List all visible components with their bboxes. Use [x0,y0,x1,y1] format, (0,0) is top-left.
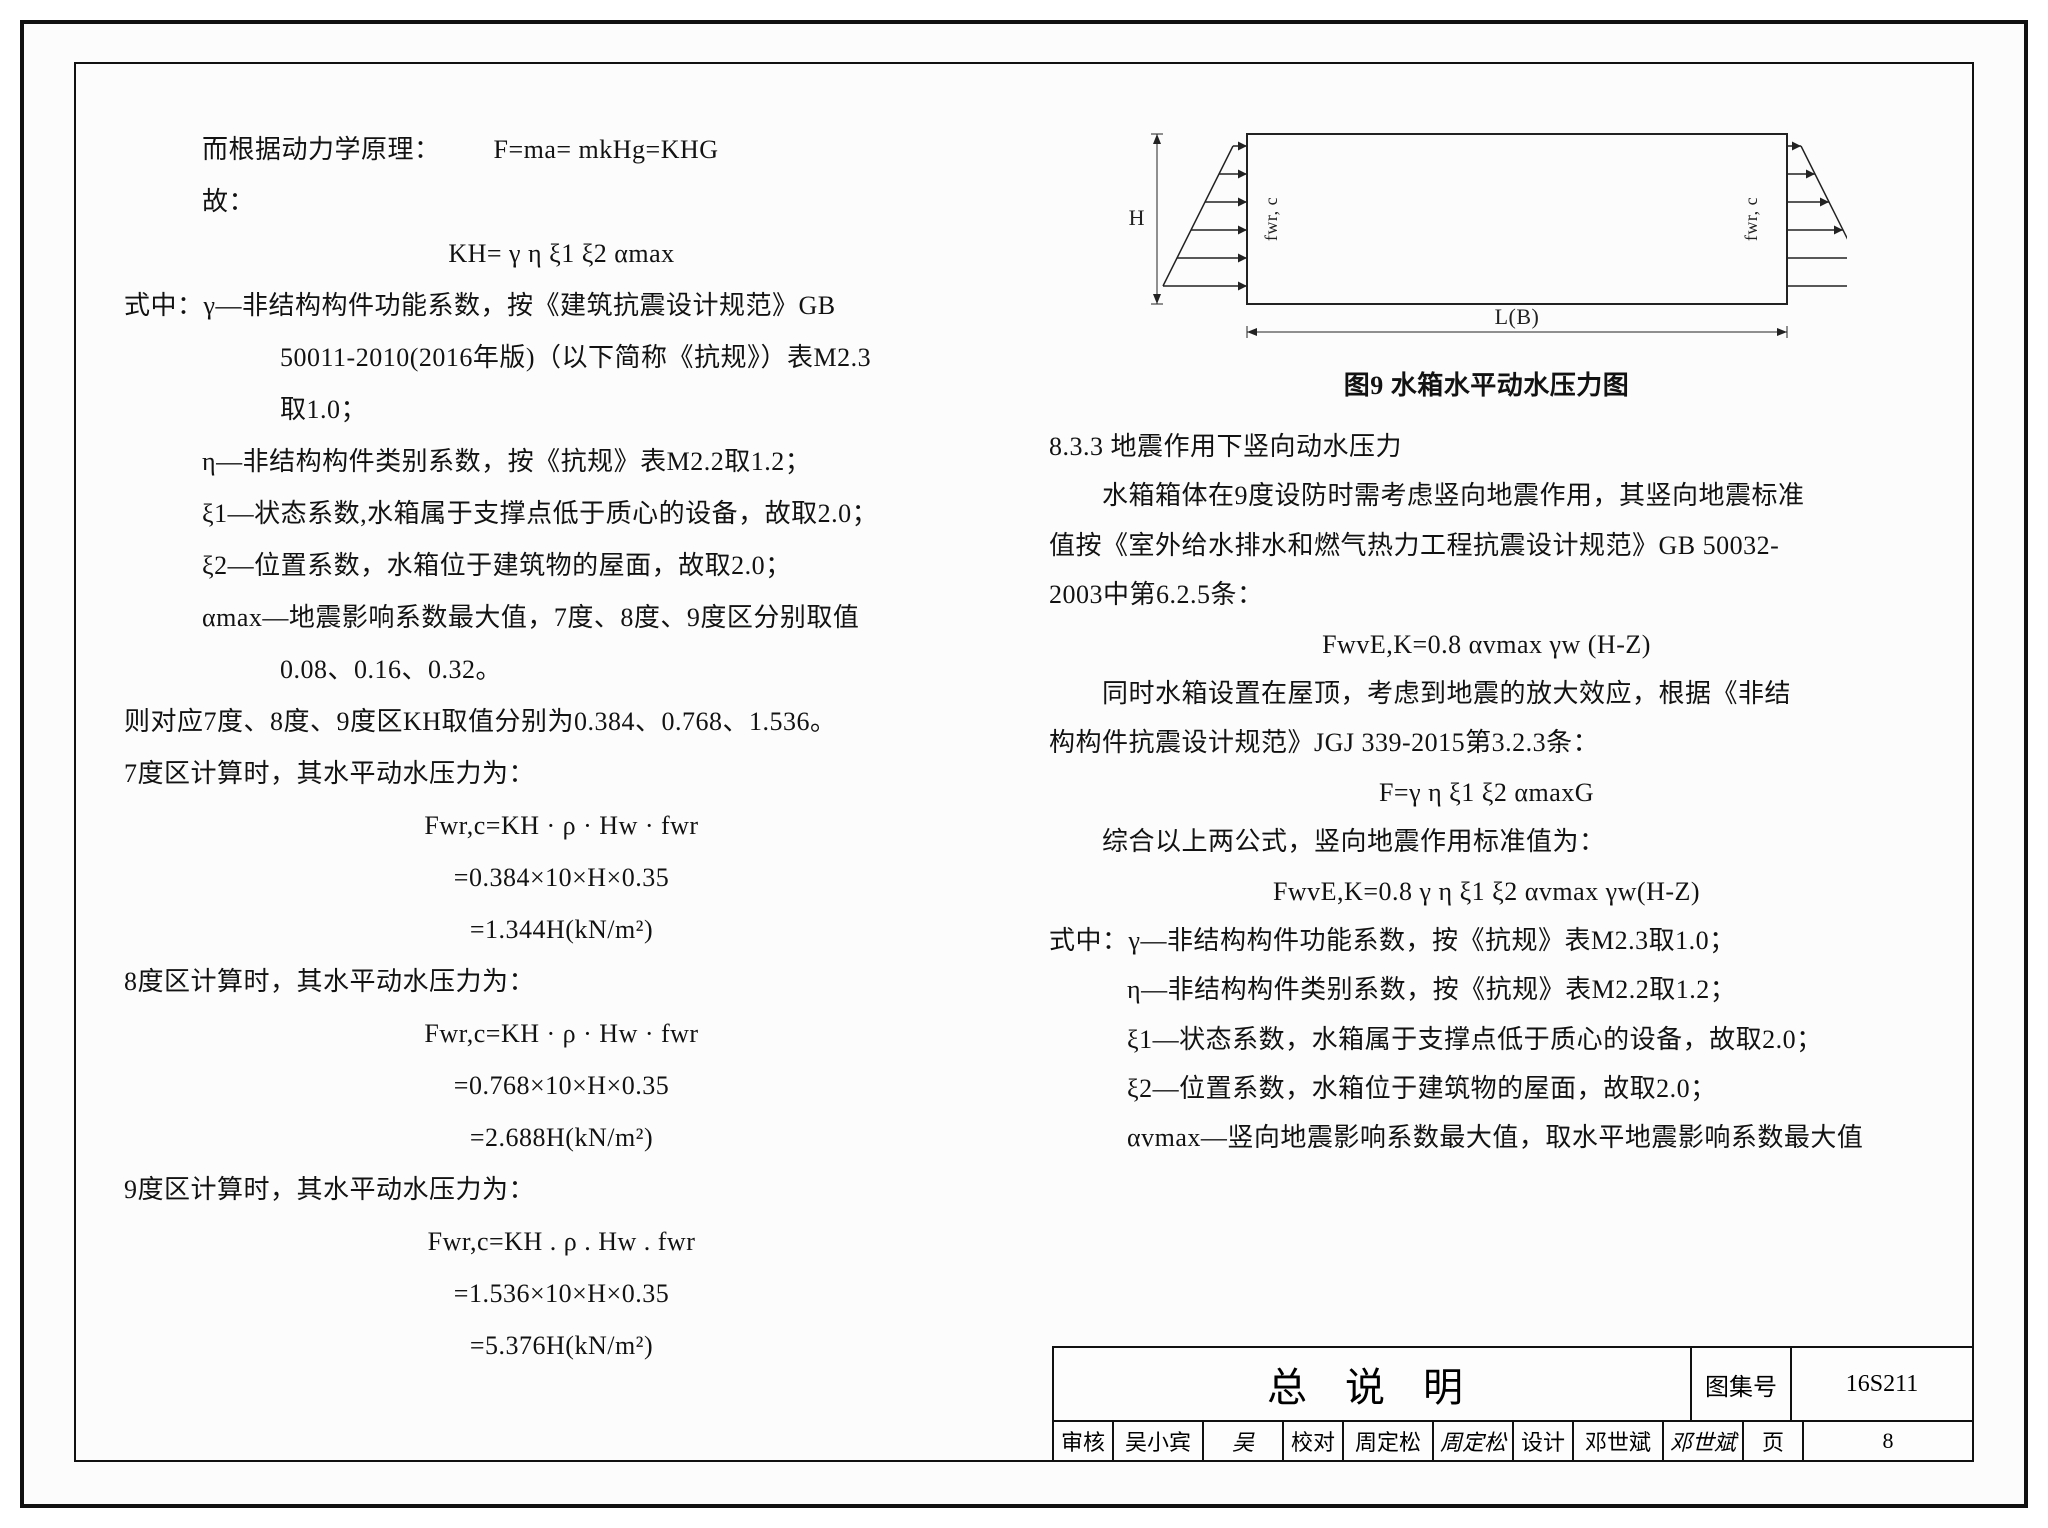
text-line: 2003中第6.2.5条： [1049,570,1924,619]
text-line: 同时水箱设置在屋顶，考虑到地震的放大效应，根据《非结 [1049,669,1924,718]
tuji-label: 图集号 [1692,1348,1792,1420]
jiaodui-sign: 周定松 [1434,1422,1514,1460]
text-line: 构构件抗震设计规范》JGJ 339-2015第3.2.3条： [1049,718,1924,767]
formula: =5.376H(kN/m²) [124,1320,999,1372]
left-column: 而根据动力学原理： F=ma= mkHg=KHG 故： KH= γ η ξ1 ξ… [124,124,999,1372]
text-line: η—非结构构件类别系数，按《抗规》表M2.2取1.2； [1049,965,1924,1014]
drawing-title: 总 说 明 [1054,1348,1692,1420]
drawing-sheet: 而根据动力学原理： F=ma= mkHg=KHG 故： KH= γ η ξ1 ξ… [20,20,2028,1508]
formula: Fwr,c=KH · ρ · Hw · fwr [124,1008,999,1060]
text-line: 式中：γ—非结构构件功能系数，按《抗规》表M2.3取1.0； [1049,916,1924,965]
sheji-name: 邓世斌 [1574,1422,1664,1460]
text-line: 8.3.3 地震作用下竖向动水压力 [1049,422,1924,471]
text-line: ξ1—状态系数，水箱属于支撑点低于质心的设备，故取2.0； [1049,1015,1924,1064]
text-line: 0.08、0.16、0.32。 [124,644,999,696]
jiaodui-name: 周定松 [1344,1422,1434,1460]
signature-row: 审核 吴小宾 吴 校对 周定松 周定松 设计 邓世斌 邓世斌 页 8 [1054,1420,1972,1460]
svg-text:L(B): L(B) [1494,304,1539,329]
page-value: 8 [1804,1422,1972,1460]
text-line: 则对应7度、8度、9度区KH取值分别为0.384、0.768、1.536。 [124,696,999,748]
shenhe-name: 吴小宾 [1114,1422,1204,1460]
text-line: ξ2—位置系数，水箱位于建筑物的屋面，故取2.0； [1049,1064,1924,1113]
formula: Fwr,c=KH . ρ . Hw . fwr [124,1216,999,1268]
sheji-sign: 邓世斌 [1664,1422,1744,1460]
title-row: 总 说 明 图集号 16S211 [1054,1348,1972,1420]
formula: FwvE,K=0.8 γ η ξ1 ξ2 αvmax γw(H-Z) [1049,867,1924,916]
formula: =1.536×10×H×0.35 [124,1268,999,1320]
text-line: 故： [124,176,999,228]
text-line: 值按《室外给水排水和燃气热力工程抗震设计规范》GB 50032- [1049,521,1924,570]
text-line: αmax—地震影响系数最大值，7度、8度、9度区分别取值 [124,592,999,644]
text-line: η—非结构构件类别系数，按《抗规》表M2.2取1.2； [124,436,999,488]
text-line: αvmax—竖向地震影响系数最大值，取水平地震影响系数最大值 [1049,1113,1924,1162]
title-block: 总 说 明 图集号 16S211 审核 吴小宾 吴 校对 周定松 周定松 设计 … [1052,1346,1972,1460]
right-body: 8.3.3 地震作用下竖向动水压力 水箱箱体在9度设防时需考虑竖向地震作用，其竖… [1049,422,1924,1163]
tuji-value: 16S211 [1792,1348,1972,1420]
formula: FwvE,K=0.8 αvmax γw (H-Z) [1049,620,1924,669]
text-line: ξ1—状态系数,水箱属于支撑点低于质心的设备，故取2.0； [124,488,999,540]
text-line: 8度区计算时，其水平动水压力为： [124,956,999,1008]
formula: Fwr,c=KH · ρ · Hw · fwr [124,800,999,852]
formula: =0.384×10×H×0.35 [124,852,999,904]
text-line: 7度区计算时，其水平动水压力为： [124,748,999,800]
shenhe-label: 审核 [1054,1422,1114,1460]
figure-9-svg: H L(B) fwr, c fwr, c [1127,124,1847,354]
formula: =1.344H(kN/m²) [124,904,999,956]
content-area: 而根据动力学原理： F=ma= mkHg=KHG 故： KH= γ η ξ1 ξ… [124,124,1924,1372]
jiaodui-label: 校对 [1284,1422,1344,1460]
svg-text:H: H [1128,205,1144,230]
figure-9-caption: 图9 水箱水平动水压力图 [1127,360,1847,412]
svg-text:fwr, c: fwr, c [1261,197,1281,241]
text-line: 式中：γ—非结构构件功能系数，按《建筑抗震设计规范》GB [124,280,999,332]
sheji-label: 设计 [1514,1422,1574,1460]
shenhe-sign: 吴 [1204,1422,1284,1460]
formula: =0.768×10×H×0.35 [124,1060,999,1112]
text-line: ξ2—位置系数，水箱位于建筑物的屋面，故取2.0； [124,540,999,592]
text-line: 50011-2010(2016年版)（以下简称《抗规》）表M2.3 [124,332,999,384]
formula: KH= γ η ξ1 ξ2 αmax [124,228,999,280]
page-label: 页 [1744,1422,1804,1460]
text-line: 而根据动力学原理： F=ma= mkHg=KHG [124,124,999,176]
text-line: 9度区计算时，其水平动水压力为： [124,1164,999,1216]
text-line: 综合以上两公式，竖向地震作用标准值为： [1049,817,1924,866]
text-line: 取1.0； [124,384,999,436]
formula: F=γ η ξ1 ξ2 αmaxG [1049,768,1924,817]
svg-text:fwr, c: fwr, c [1741,197,1761,241]
formula: =2.688H(kN/m²) [124,1112,999,1164]
figure-9: H L(B) fwr, c fwr, c 图9 水箱水平动水压力图 [1127,124,1847,412]
right-column: H L(B) fwr, c fwr, c 图9 水箱水平动水压力图 8.3.3 地震作… [1049,124,1924,1372]
text-line: 水箱箱体在9度设防时需考虑竖向地震作用，其竖向地震标准 [1049,471,1924,520]
